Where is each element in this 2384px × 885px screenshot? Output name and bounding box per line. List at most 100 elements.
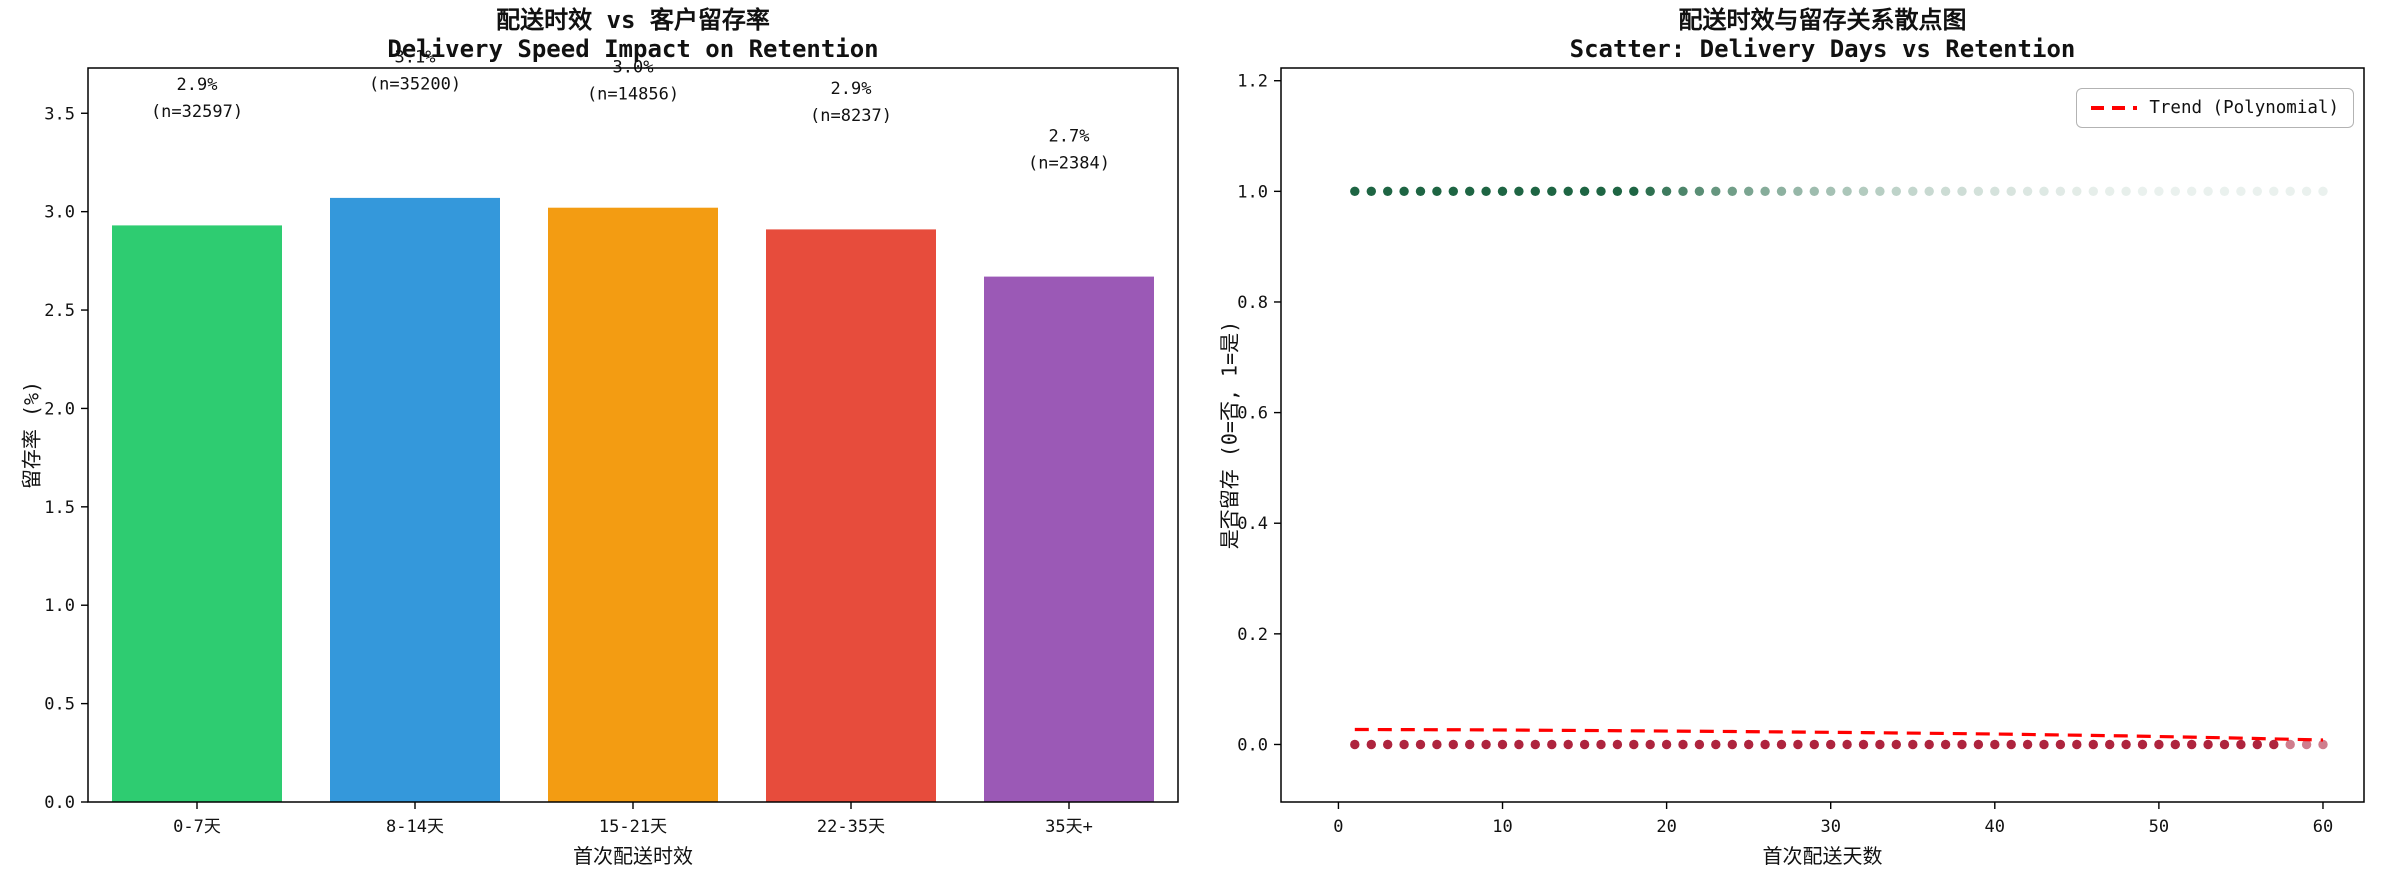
not-retained-point	[1547, 739, 1557, 750]
not-retained-point	[1776, 739, 1787, 750]
retained-point	[1366, 186, 1377, 196]
not-retained-point	[2154, 739, 2164, 750]
not-retained-point	[2072, 739, 2082, 750]
y-tick-label: 0.2	[1237, 625, 1268, 645]
bar-annotation-n: (n=35200)	[369, 75, 461, 95]
retained-point	[1563, 186, 1573, 196]
not-retained-point	[2187, 739, 2197, 750]
y-tick-label: 1.2	[1237, 72, 1268, 92]
retained-point	[2285, 186, 2295, 196]
bar-0-7天	[112, 225, 282, 802]
not-retained-point	[1366, 739, 1377, 750]
axes-frame	[1280, 67, 2365, 803]
retained-point	[1415, 186, 1426, 196]
retained-point	[1399, 186, 1409, 196]
retained-point	[2022, 186, 2033, 196]
retained-point	[1596, 186, 1606, 196]
retained-point	[2318, 186, 2328, 196]
x-tick-label: 50	[2149, 817, 2169, 837]
retained-point	[1908, 186, 1918, 196]
retained-point	[1645, 186, 1655, 196]
bar-annotation-pct: 2.7%	[1049, 126, 1090, 146]
retained-point	[1661, 186, 1672, 196]
y-tick-label: 2.5	[44, 301, 75, 321]
not-retained-point	[1973, 739, 1984, 750]
bar-8-14天	[330, 197, 500, 802]
not-retained-point	[1891, 739, 1902, 750]
bar-chart-title-zh: 配送时效 vs 客户留存率	[496, 6, 770, 34]
scatter-yaxis-label: 是否留存 (0=否, 1=是)	[1217, 320, 1242, 550]
bar-annotation-n: (n=2384)	[1028, 153, 1110, 173]
retained-point	[1629, 186, 1639, 196]
retained-point	[1776, 186, 1787, 196]
retained-point	[1990, 186, 2000, 196]
not-retained-point	[2301, 739, 2312, 750]
x-tick-label: 22-35天	[817, 817, 885, 837]
bar-annotation-pct: 3.1%	[395, 48, 436, 68]
not-retained-point	[2318, 739, 2328, 750]
bar-chart: 2.9%(n=32597)0-7天3.1%(n=35200)8-14天3.0%(…	[44, 48, 1179, 837]
retained-point	[2252, 186, 2262, 196]
not-retained-point	[1415, 739, 1426, 750]
not-retained-point	[1350, 739, 1360, 750]
retained-point	[1432, 186, 1442, 196]
not-retained-point	[2219, 739, 2230, 750]
retained-point	[2006, 186, 2016, 196]
y-tick-label: 0.0	[1237, 735, 1268, 755]
not-retained-point	[2039, 739, 2049, 750]
trend-line-sample-icon	[2091, 106, 2138, 110]
bar-35天+	[984, 276, 1154, 803]
not-retained-point	[1809, 739, 1820, 750]
not-retained-point	[1744, 739, 1754, 750]
x-tick-label: 40	[1985, 817, 2005, 837]
bar-15-21天	[548, 207, 718, 802]
y-tick-label: 3.5	[44, 104, 75, 124]
not-retained-point	[1563, 739, 1573, 750]
retained-point	[1350, 186, 1360, 196]
retained-point	[1826, 186, 1836, 196]
retained-point	[1497, 186, 1508, 196]
retained-point	[2269, 186, 2279, 196]
not-retained-point	[1448, 739, 1459, 750]
bar-annotation-pct: 2.9%	[831, 79, 872, 99]
not-retained-point	[1530, 739, 1541, 750]
y-tick-label: 2.0	[44, 399, 75, 419]
x-tick-label: 20	[1656, 817, 1676, 837]
not-retained-point	[1612, 739, 1623, 750]
y-tick-label: 0.5	[44, 695, 75, 715]
not-retained-point	[1497, 739, 1508, 750]
not-retained-point	[1514, 739, 1524, 750]
not-retained-point	[1826, 739, 1836, 750]
not-retained-point	[2088, 739, 2098, 750]
retained-point	[1940, 186, 1951, 196]
retained-point	[2301, 186, 2312, 196]
x-tick-label: 30	[1820, 817, 1840, 837]
axes-frame	[87, 67, 1179, 803]
retained-point	[2088, 186, 2098, 196]
not-retained-point	[2022, 739, 2033, 750]
y-tick-label: 1.0	[1237, 182, 1268, 202]
retained-point	[1858, 186, 1869, 196]
bar-chart-title: 配送时效 vs 客户留存率 Delivery Speed Impact on R…	[88, 6, 1178, 64]
retained-point	[2203, 186, 2213, 196]
retained-point	[1891, 186, 1902, 196]
retained-point	[2039, 186, 2049, 196]
scatter-chart-title-zh: 配送时效与留存关系散点图	[1678, 6, 1967, 34]
not-retained-point	[1678, 739, 1688, 750]
x-tick-label: 10	[1492, 817, 1512, 837]
retained-point	[1579, 186, 1590, 196]
retained-point	[2105, 186, 2115, 196]
retained-point	[2121, 186, 2131, 196]
retained-point	[1809, 186, 1820, 196]
not-retained-point	[2203, 739, 2213, 750]
retained-point	[1973, 186, 1984, 196]
retained-point	[1612, 186, 1623, 196]
not-retained-point	[1957, 739, 1967, 750]
not-retained-point	[1858, 739, 1869, 750]
x-tick-label: 0-7天	[173, 817, 221, 837]
scatter-chart-title-en: Scatter: Delivery Days vs Retention	[1569, 34, 2076, 63]
retained-point	[1760, 186, 1770, 196]
retained-point	[1383, 186, 1393, 196]
retained-point	[1514, 186, 1524, 196]
